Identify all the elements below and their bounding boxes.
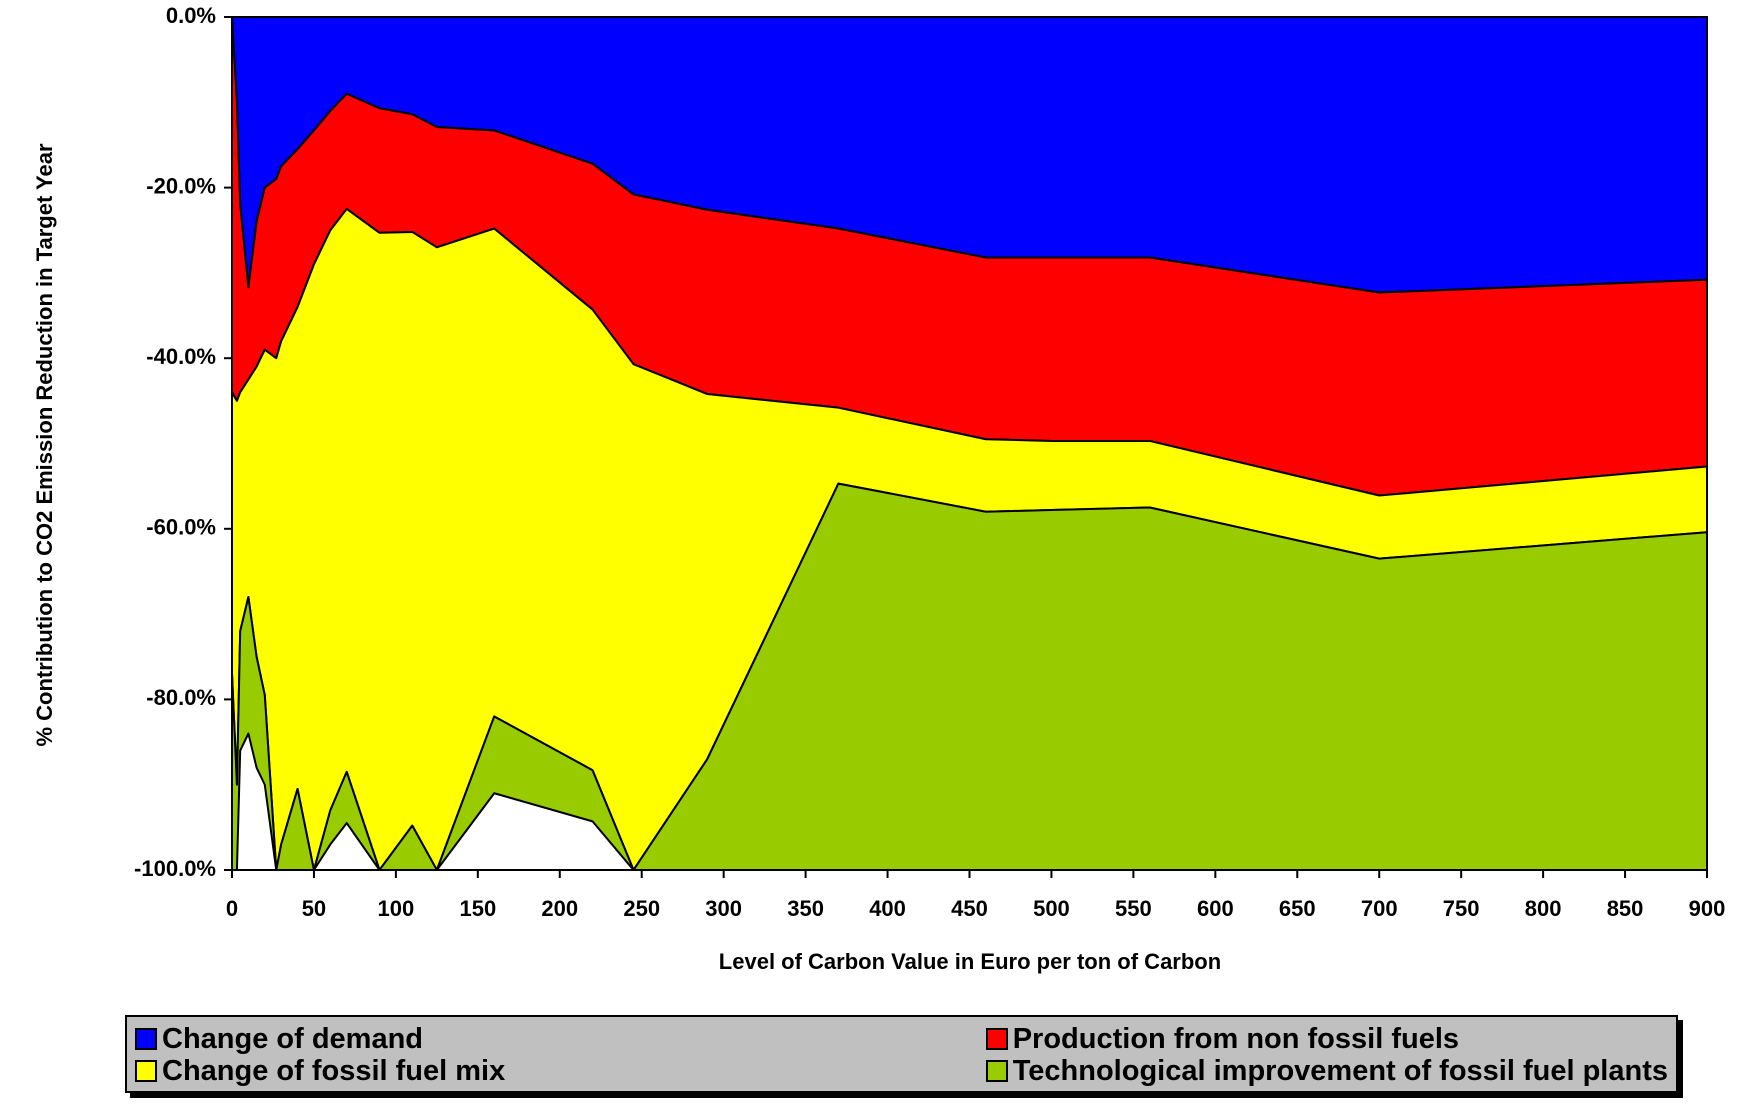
legend-label: Change of fossil fuel mix bbox=[162, 1055, 506, 1087]
x-tick-label: 100 bbox=[378, 896, 415, 921]
x-tick-label: 0 bbox=[226, 896, 238, 921]
legend-label: Change of demand bbox=[162, 1023, 424, 1055]
legend-label: Production from non fossil fuels bbox=[1012, 1023, 1460, 1055]
legend-item: Technological improvement of fossil fuel… bbox=[856, 1055, 1668, 1087]
chart: Level of Carbon Value in Euro per ton of… bbox=[134, 3, 1726, 974]
x-tick-label: 400 bbox=[869, 896, 906, 921]
y-tick-label: -60.0% bbox=[146, 515, 216, 540]
legend-item: Production from non fossil fuels bbox=[856, 1023, 1668, 1055]
legend-swatch bbox=[135, 1028, 157, 1050]
y-tick-label: -100.0% bbox=[134, 856, 216, 881]
x-tick-label: 50 bbox=[302, 896, 326, 921]
x-tick-label: 600 bbox=[1197, 896, 1234, 921]
x-tick-label: 450 bbox=[951, 896, 988, 921]
y-tick-label: -80.0% bbox=[146, 685, 216, 710]
x-tick-label: 550 bbox=[1115, 896, 1152, 921]
x-tick-label: 350 bbox=[787, 896, 824, 921]
x-tick-label: 650 bbox=[1279, 896, 1316, 921]
legend-swatch bbox=[135, 1060, 157, 1082]
x-tick-label: 700 bbox=[1361, 896, 1398, 921]
legend-item: Change of demand bbox=[135, 1023, 856, 1055]
x-tick-label: 200 bbox=[541, 896, 578, 921]
legend-swatch bbox=[985, 1060, 1008, 1082]
x-tick-label: 150 bbox=[459, 896, 496, 921]
x-tick-label: 750 bbox=[1443, 896, 1480, 921]
legend-item: Change of fossil fuel mix bbox=[135, 1055, 856, 1087]
legend: Change of demand Production from non foss… bbox=[125, 1015, 1678, 1093]
x-tick-label: 300 bbox=[705, 896, 742, 921]
y-tick-label: 0.0% bbox=[166, 3, 216, 28]
x-tick-label: 250 bbox=[623, 896, 660, 921]
x-tick-label: 500 bbox=[1033, 896, 1070, 921]
y-tick-label: -20.0% bbox=[146, 173, 216, 198]
x-tick-label: 850 bbox=[1607, 896, 1644, 921]
x-tick-label: 800 bbox=[1525, 896, 1562, 921]
legend-swatch bbox=[985, 1028, 1008, 1050]
y-tick-label: -40.0% bbox=[146, 344, 216, 369]
legend-label: Technological improvement of fossil fuel… bbox=[1012, 1055, 1668, 1087]
y-axis-label: % Contribution to CO2 Emission Reduction… bbox=[32, 143, 57, 747]
x-axis-label: Level of Carbon Value in Euro per ton of… bbox=[719, 949, 1221, 974]
x-tick-label: 900 bbox=[1689, 896, 1726, 921]
